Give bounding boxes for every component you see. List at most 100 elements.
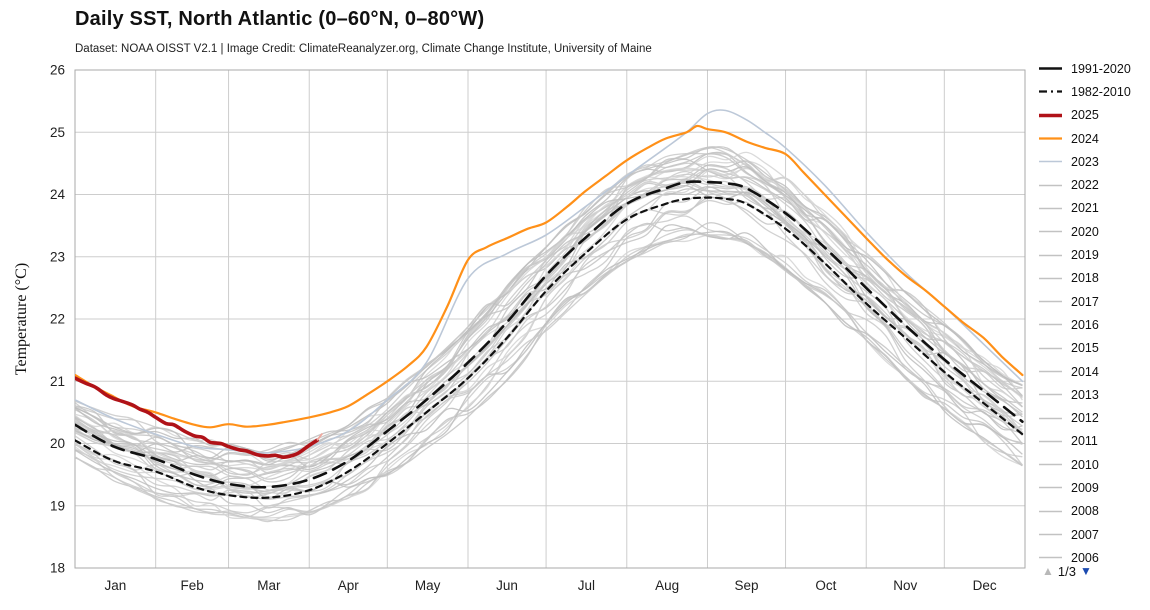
legend-swatch-line [1039, 207, 1062, 210]
series-line-gray-year [75, 146, 1023, 462]
legend-item-2007[interactable]: 2007 [1038, 523, 1148, 546]
legend-label: 2006 [1071, 550, 1099, 565]
legend-item-2024[interactable]: 2024 [1038, 127, 1148, 150]
legend-swatch-line [1039, 417, 1062, 419]
dataset-credit: Dataset: NOAA OISST V2.1 | Image Credit:… [75, 43, 652, 55]
legend-item-2016[interactable]: 2016 [1038, 313, 1148, 336]
series-line-y2024 [75, 124, 1024, 429]
legend-item-2022[interactable]: 2022 [1038, 173, 1148, 196]
series-line-gray-year [75, 222, 1023, 516]
legend-item-2011[interactable]: 2011 [1038, 430, 1148, 453]
legend-item-2008[interactable]: 2008 [1038, 500, 1148, 523]
legend: 1991-2020 1982-2010 2025 2024 2023 2022 2021 20… [1038, 57, 1148, 570]
series-line-mean_1982_2010 [75, 196, 1024, 499]
series-line-gray-year [75, 199, 1023, 509]
x-tick-label-sep: Sep [734, 578, 758, 593]
legend-label: 2016 [1071, 317, 1099, 332]
legend-swatch-line [1039, 510, 1062, 513]
legend-item-2012[interactable]: 2012 [1038, 406, 1148, 429]
series-line-gray-year [75, 162, 1023, 471]
x-tick-label-dec: Dec [973, 578, 997, 593]
legend-label: 2014 [1071, 364, 1099, 379]
legend-item-2018[interactable]: 2018 [1038, 267, 1148, 290]
legend-item-2013[interactable]: 2013 [1038, 383, 1148, 406]
series-line-gray-year [75, 167, 1023, 469]
legend-label: 2017 [1071, 294, 1099, 309]
legend-item-1982-2010[interactable]: 1982-2010 [1038, 80, 1148, 103]
legend-item-2017[interactable]: 2017 [1038, 290, 1148, 313]
legend-pagination: ▲ 1/3 ▼ [1040, 563, 1094, 579]
legend-item-2025[interactable]: 2025 [1038, 104, 1148, 127]
legend-label: 2018 [1071, 271, 1099, 286]
legend-label: 2020 [1071, 224, 1099, 239]
legend-item-2020[interactable]: 2020 [1038, 220, 1148, 243]
legend-swatch-line [1039, 300, 1062, 303]
legend-label: 2011 [1071, 434, 1098, 449]
series-line-gray-year [75, 146, 1023, 460]
series-line-gray-year [75, 169, 1023, 476]
legend-label: 2021 [1071, 201, 1099, 216]
series-line-y2025-tip [316, 432, 324, 441]
legend-label: 2008 [1071, 504, 1099, 519]
legend-swatch-line [1039, 113, 1062, 117]
y-tick-label: 18 [50, 561, 65, 576]
legend-swatch-line [1039, 370, 1062, 373]
series-line-gray-year [75, 222, 1023, 480]
legend-item-2015[interactable]: 2015 [1038, 337, 1148, 360]
legend-swatch-line [1039, 324, 1062, 326]
legend-swatch-line [1039, 90, 1062, 94]
x-tick-label-apr: Apr [338, 578, 360, 593]
x-tick-label-nov: Nov [893, 578, 917, 593]
legend-item-2009[interactable]: 2009 [1038, 476, 1148, 499]
legend-item-2021[interactable]: 2021 [1038, 197, 1148, 220]
legend-page-up-icon[interactable]: ▲ [1042, 564, 1054, 578]
y-tick-label: 20 [50, 436, 65, 451]
series-line-gray-year [75, 175, 1023, 488]
legend-item-2023[interactable]: 2023 [1038, 150, 1148, 173]
x-tick-label-mar: Mar [257, 578, 281, 593]
series-line-y2025 [75, 376, 319, 460]
legend-label: 1982-2010 [1071, 84, 1131, 99]
legend-item-2010[interactable]: 2010 [1038, 453, 1148, 476]
legend-label: 2007 [1071, 527, 1099, 542]
x-tick-label-feb: Feb [180, 578, 203, 593]
legend-label: 2013 [1071, 387, 1099, 402]
legend-label: 1991-2020 [1071, 61, 1131, 76]
series-line-gray-year [75, 181, 1023, 494]
series-line-gray-year [75, 180, 1023, 493]
legend-label: 2022 [1071, 178, 1099, 193]
legend-item-2006[interactable]: 2006 [1038, 546, 1148, 569]
series-line-gray-year [75, 188, 1023, 466]
series-line-gray-year [75, 233, 1023, 479]
legend-label: 2010 [1071, 457, 1099, 472]
series-line-mean_1991_2020 [75, 180, 1024, 489]
x-tick-label-aug: Aug [655, 578, 679, 593]
y-tick-label: 24 [50, 187, 66, 202]
legend-swatch-line [1039, 277, 1062, 280]
legend-item-2019[interactable]: 2019 [1038, 243, 1148, 266]
y-tick-label: 19 [50, 498, 65, 513]
legend-swatch-line [1039, 230, 1062, 233]
legend-label: 2019 [1071, 248, 1099, 263]
legend-swatch-line [1039, 67, 1062, 70]
legend-swatch-line [1039, 533, 1062, 536]
legend-swatch-line [1039, 254, 1062, 256]
series-line-gray-year [75, 152, 1023, 523]
legend-page-down-icon[interactable]: ▼ [1079, 564, 1092, 578]
series-line-gray-year [75, 151, 1023, 491]
legend-swatch-line [1039, 393, 1062, 396]
legend-swatch-line [1039, 440, 1062, 443]
x-tick-label-may: May [415, 578, 441, 593]
legend-item-1991-2020[interactable]: 1991-2020 [1038, 57, 1148, 80]
plot-frame [74, 69, 1026, 569]
x-tick-label-oct: Oct [815, 578, 836, 593]
legend-swatch-line [1039, 184, 1062, 186]
legend-label: 2024 [1071, 131, 1099, 146]
y-tick-label: 25 [50, 125, 65, 140]
legend-label: 2009 [1071, 480, 1099, 495]
legend-item-2014[interactable]: 2014 [1038, 360, 1148, 383]
legend-swatch-line [1039, 463, 1062, 466]
legend-label: 2025 [1071, 108, 1099, 123]
